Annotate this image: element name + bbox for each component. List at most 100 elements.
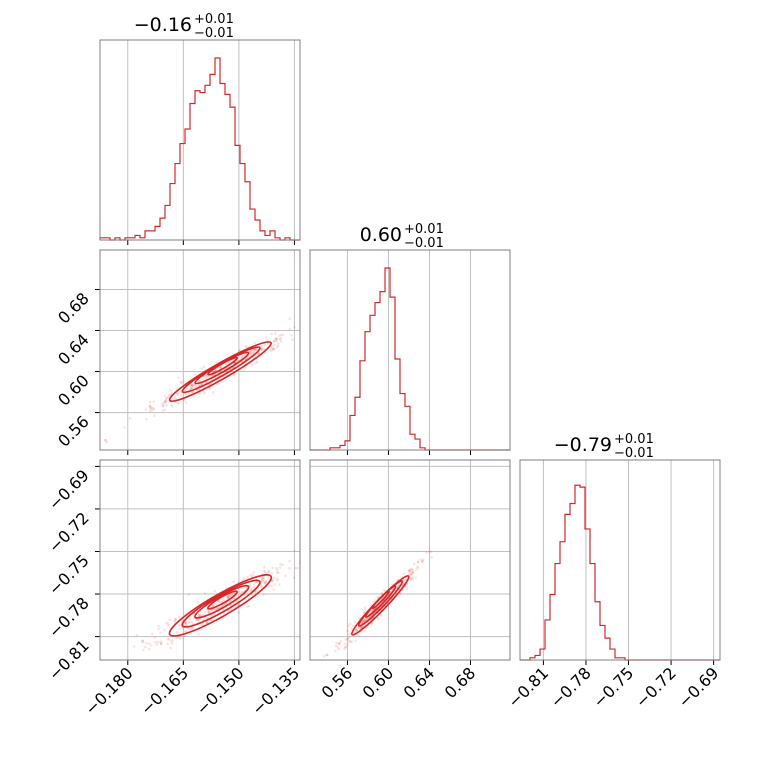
sample-point xyxy=(251,574,255,577)
sample-point xyxy=(363,608,367,612)
sample-point xyxy=(204,607,208,611)
sample-point xyxy=(164,399,168,403)
sample-point xyxy=(243,594,246,597)
histogram-2 xyxy=(520,484,720,661)
sample-point xyxy=(272,347,276,350)
sample-point xyxy=(275,337,279,341)
sample-point xyxy=(278,334,281,338)
sample-point xyxy=(219,365,223,369)
sample-point xyxy=(279,562,282,566)
sample-point xyxy=(262,577,266,581)
sample-point xyxy=(166,642,169,646)
sample-point xyxy=(175,636,178,640)
sample-point xyxy=(358,626,361,630)
sample-point xyxy=(167,393,171,397)
sample-point xyxy=(281,563,284,567)
sample-point xyxy=(373,599,377,602)
param-title-minus-0: −0.01 xyxy=(194,26,234,41)
sample-point xyxy=(153,636,157,639)
sample-point xyxy=(336,646,340,649)
sample-point xyxy=(344,645,348,649)
sample-point xyxy=(226,596,229,600)
sample-point xyxy=(209,614,213,618)
sample-point xyxy=(210,609,214,612)
scatter-frame-0-2 xyxy=(99,459,301,661)
sample-point xyxy=(240,355,244,359)
y-tick-label: 0.68 xyxy=(54,289,93,328)
sample-point xyxy=(264,579,268,583)
sample-point xyxy=(350,627,354,630)
sample-point xyxy=(228,600,231,604)
sample-point xyxy=(171,639,175,642)
sample-point xyxy=(159,631,162,635)
sample-point xyxy=(420,560,424,563)
sample-point xyxy=(165,396,168,400)
sample-point xyxy=(169,646,172,650)
sample-point xyxy=(197,613,201,617)
sample-point xyxy=(275,345,279,349)
sample-point xyxy=(217,600,221,603)
sample-point xyxy=(180,620,183,623)
sample-point xyxy=(170,397,174,400)
scatter-frame-0-1 xyxy=(99,249,301,451)
sample-point xyxy=(165,621,168,625)
sample-point xyxy=(183,621,187,624)
sample-point xyxy=(157,624,160,628)
sample-point xyxy=(229,594,232,597)
sample-point xyxy=(213,589,217,593)
sample-point xyxy=(347,637,350,640)
sample-point xyxy=(325,653,329,657)
sample-point xyxy=(256,580,259,584)
sample-point xyxy=(348,640,352,643)
sample-point xyxy=(152,407,156,411)
sample-point xyxy=(148,405,152,408)
sample-point xyxy=(430,556,433,559)
sample-point xyxy=(421,558,425,561)
sample-point xyxy=(380,591,384,595)
sample-point xyxy=(359,626,362,629)
sample-point xyxy=(196,600,200,604)
sample-point xyxy=(335,641,339,645)
sample-point xyxy=(263,570,267,574)
sample-point xyxy=(203,374,207,378)
sample-point xyxy=(192,385,195,388)
sample-point xyxy=(267,585,271,589)
param-title-plus-1: +0.01 xyxy=(404,222,444,237)
sample-point xyxy=(348,640,352,643)
sample-point xyxy=(409,569,412,572)
sample-point xyxy=(262,565,266,569)
sample-point xyxy=(273,583,277,586)
sample-point xyxy=(195,618,198,621)
sample-point xyxy=(262,569,266,573)
sample-point xyxy=(272,347,276,351)
sample-point xyxy=(281,333,285,337)
sample-point xyxy=(301,562,304,565)
sample-point xyxy=(372,601,375,604)
scatter-panel-0-1 xyxy=(95,250,300,455)
sample-point xyxy=(154,641,157,644)
y-tick-label: 0.56 xyxy=(54,412,93,451)
sample-point xyxy=(416,560,420,564)
sample-point xyxy=(227,595,231,598)
sample-point xyxy=(175,631,179,634)
sample-point xyxy=(142,641,145,644)
sample-point xyxy=(153,414,156,418)
sample-point xyxy=(280,333,283,337)
sample-point xyxy=(253,582,256,586)
sample-point xyxy=(238,348,241,352)
sample-point xyxy=(343,647,346,650)
sample-point xyxy=(252,349,255,353)
sample-point xyxy=(356,633,359,637)
sample-point xyxy=(200,623,203,627)
sample-point xyxy=(183,389,186,392)
sample-point xyxy=(412,570,415,574)
sample-point xyxy=(268,570,271,573)
sample-point xyxy=(252,586,256,589)
sample-point xyxy=(269,349,273,353)
sample-point xyxy=(161,404,165,407)
sample-point xyxy=(411,571,415,575)
sample-point xyxy=(261,576,265,579)
sample-point xyxy=(196,380,199,384)
sample-point xyxy=(128,417,132,420)
sample-point xyxy=(237,580,240,584)
